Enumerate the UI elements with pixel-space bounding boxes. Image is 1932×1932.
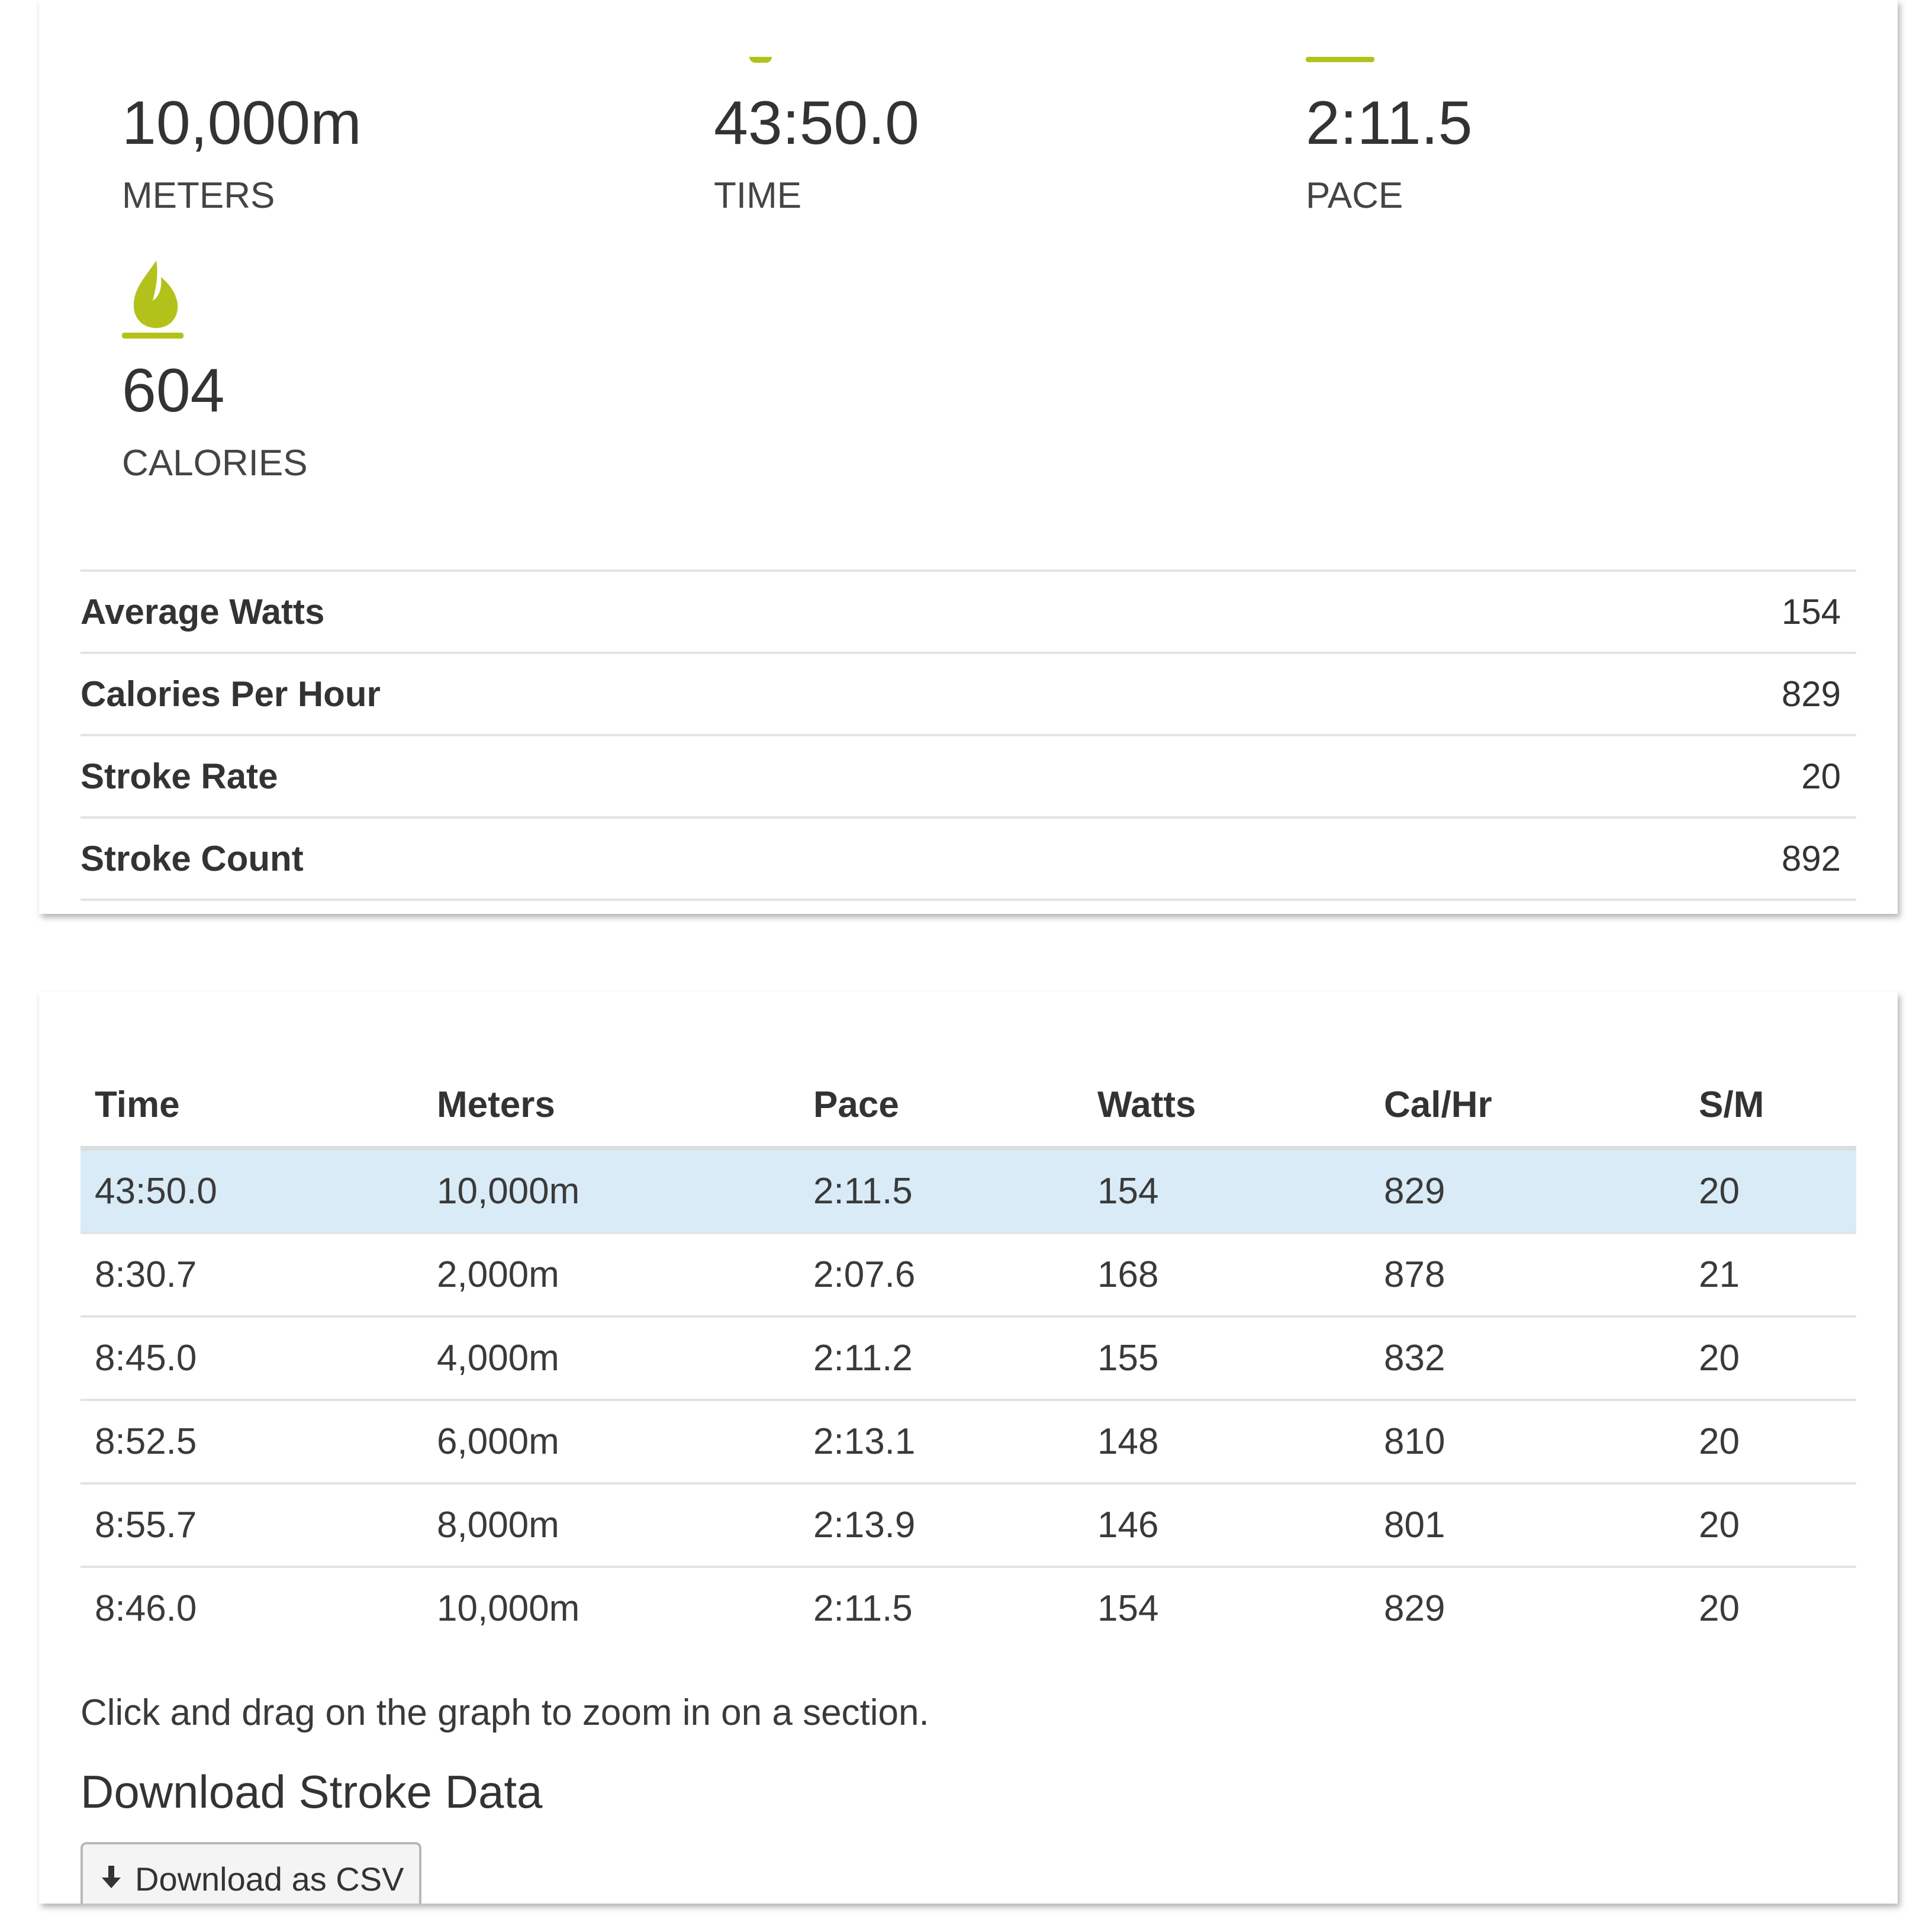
stat-label: PACE (1306, 175, 1403, 216)
cell-pace: 2:11.5 (813, 1588, 913, 1629)
cell-cal-hr: 832 (1370, 1316, 1685, 1401)
cell-meters: 2,000m (423, 1233, 799, 1318)
cell-sm: 20 (1685, 1148, 1856, 1234)
cell-watts: 146 (1083, 1483, 1370, 1568)
metric-value: 154 (1781, 592, 1841, 632)
cell-time: 43:50.0 (80, 1148, 423, 1234)
metric-name: Stroke Count (80, 839, 304, 878)
column-header-time[interactable]: Time (80, 1063, 423, 1151)
cell-time: 8:30.7 (80, 1233, 423, 1318)
metric-name: Stroke Rate (80, 756, 278, 796)
cell-sm: 20 (1685, 1483, 1856, 1568)
summary-metrics: Average Watts 154 Calories Per Hour 829 … (80, 569, 1856, 901)
cell-sm: 21 (1685, 1233, 1856, 1318)
cell-watts: 154 (1097, 1588, 1159, 1629)
stat-label: METERS (122, 175, 275, 216)
cell-pace: 2:07.6 (799, 1233, 1083, 1318)
cell-time: 8:52.5 (80, 1400, 423, 1485)
metric-name: Average Watts (80, 592, 325, 632)
splits-table: Time Meters Pace Watts Cal/Hr S/M 43:50.… (80, 1063, 1856, 1649)
cell-watts: 154 (1083, 1148, 1370, 1234)
metric-row: Stroke Rate 20 (80, 734, 1856, 816)
cell-meters: 8,000m (423, 1483, 799, 1568)
table-row[interactable]: 8:52.5 6,000m 2:13.1 148 810 20 (80, 1400, 1856, 1485)
column-header-pace[interactable]: Pace (799, 1063, 1083, 1151)
column-header-meters[interactable]: Meters (423, 1063, 799, 1151)
table-row[interactable]: 8:55.7 8,000m 2:13.9 146 801 20 (80, 1483, 1856, 1568)
cell-pace: 2:13.9 (799, 1483, 1083, 1568)
metric-name: Calories Per Hour (80, 674, 381, 714)
cell-cal-hr: 878 (1370, 1233, 1685, 1318)
metric-value: 20 (1801, 756, 1841, 796)
download-csv-label: Download as CSV (135, 1860, 404, 1898)
column-header-watts[interactable]: Watts (1083, 1063, 1370, 1151)
stat-value: 10,000m (122, 89, 362, 157)
cell-sm: 20 (1685, 1400, 1856, 1485)
cell-cal-hr: 801 (1370, 1483, 1685, 1568)
cell-meters: 10,000m (437, 1588, 580, 1629)
download-section-title: Download Stroke Data (80, 1766, 543, 1818)
cell-watts: 148 (1083, 1400, 1370, 1485)
cell-watts: 168 (1083, 1233, 1370, 1318)
cell-sm: 20 (1699, 1588, 1740, 1629)
cell-pace: 2:13.1 (799, 1400, 1083, 1485)
workout-summary-card: 10,000m METERS 43:50.0 TIME 2:11.5 PACE … (39, 0, 1898, 914)
cell-time: 8:55.7 (80, 1483, 423, 1568)
cell-pace: 2:11.5 (799, 1148, 1083, 1234)
stat-value: 604 (122, 356, 225, 425)
stat-label: TIME (714, 175, 802, 216)
stat-value: 43:50.0 (714, 89, 919, 157)
table-row[interactable]: 8:45.0 4,000m 2:11.2 155 832 20 (80, 1316, 1856, 1401)
splits-card: Time Meters Pace Watts Cal/Hr S/M 43:50.… (39, 992, 1898, 1904)
column-header-cal-hr[interactable]: Cal/Hr (1370, 1063, 1685, 1151)
cell-cal-hr: 829 (1384, 1588, 1445, 1629)
table-header-row: Time Meters Pace Watts Cal/Hr S/M (80, 1063, 1856, 1151)
cell-cal-hr: 829 (1370, 1148, 1685, 1234)
cell-meters: 10,000m (423, 1148, 799, 1234)
cell-time: 8:46.0 (95, 1588, 197, 1629)
download-csv-button[interactable]: Download as CSV (80, 1842, 421, 1904)
download-arrow-icon (101, 1860, 122, 1898)
cell-sm: 20 (1685, 1316, 1856, 1401)
metric-value: 892 (1781, 839, 1841, 878)
cell-meters: 4,000m (423, 1316, 799, 1401)
table-row-total[interactable]: 43:50.0 10,000m 2:11.5 154 829 20 (80, 1148, 1856, 1234)
stat-value: 2:11.5 (1306, 89, 1473, 157)
metric-row: Calories Per Hour 829 (80, 652, 1856, 734)
cell-pace: 2:11.2 (799, 1316, 1083, 1401)
stat-label: CALORIES (122, 443, 308, 484)
metric-value: 829 (1781, 674, 1841, 714)
flame-icon (122, 259, 193, 342)
cell-meters: 6,000m (423, 1400, 799, 1485)
table-row[interactable]: 8:30.7 2,000m 2:07.6 168 878 21 (80, 1233, 1856, 1318)
cell-cal-hr: 810 (1370, 1400, 1685, 1485)
cell-watts: 155 (1083, 1316, 1370, 1401)
cell-time: 8:45.0 (80, 1316, 423, 1401)
metric-row: Stroke Count 892 (80, 816, 1856, 901)
graph-zoom-hint: Click and drag on the graph to zoom in o… (80, 1692, 929, 1733)
table-row[interactable]: 8:46.0 10,000m 2:11.5 154 829 20 (80, 1567, 1856, 1649)
column-header-sm[interactable]: S/M (1685, 1063, 1856, 1151)
metric-row: Average Watts 154 (80, 569, 1856, 652)
